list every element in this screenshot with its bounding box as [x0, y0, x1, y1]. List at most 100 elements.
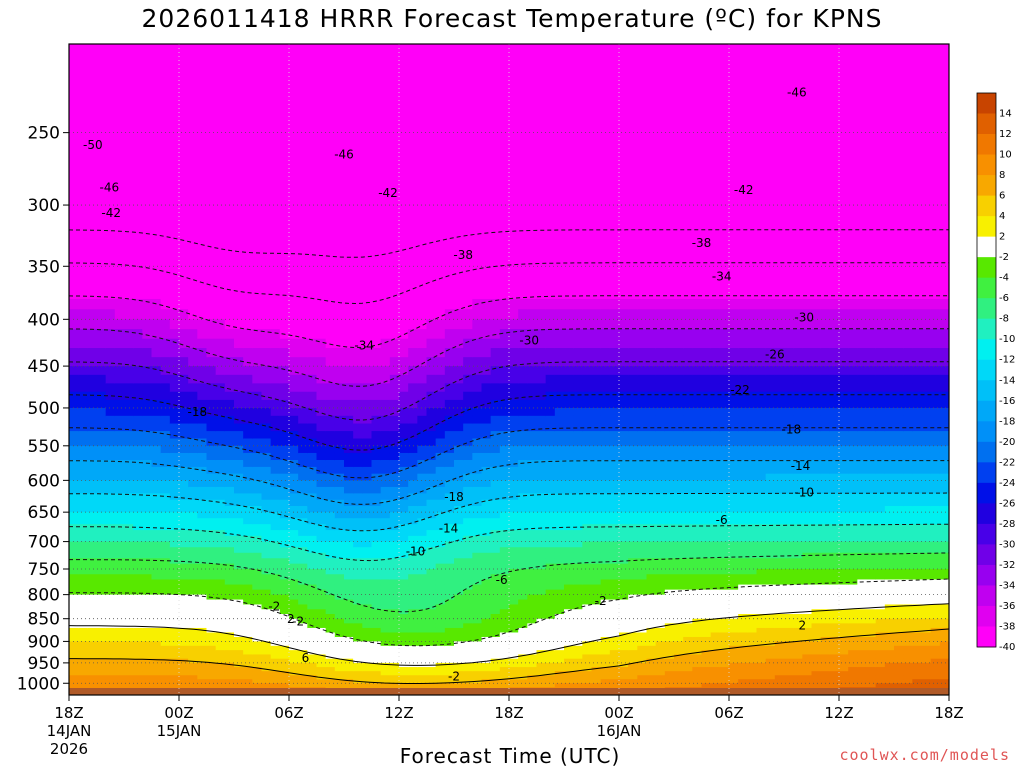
- field-cell: [481, 329, 492, 340]
- field-cell: [444, 506, 455, 513]
- field-cell: [261, 636, 272, 643]
- field-cell: [124, 357, 134, 367]
- field-cell: [224, 552, 235, 559]
- field-cell: [536, 658, 547, 664]
- field-cell: [87, 338, 98, 349]
- field-cell: [564, 535, 574, 543]
- field-cell: [124, 205, 134, 219]
- field-cell: [316, 298, 327, 310]
- field-cell: [151, 589, 162, 596]
- field-cell: [362, 309, 373, 320]
- field-cell: [105, 438, 116, 447]
- field-cell: [114, 671, 125, 676]
- field-cell: [188, 99, 198, 118]
- field-cell: [518, 366, 528, 376]
- field-cell: [133, 459, 143, 468]
- field-cell: [545, 493, 556, 501]
- field-cell: [114, 452, 125, 461]
- field-cell: [169, 512, 180, 519]
- field-cell: [609, 641, 620, 647]
- field-cell: [527, 552, 538, 559]
- field-cell: [234, 63, 244, 83]
- field-cell: [206, 599, 217, 606]
- field-cell: [591, 357, 602, 367]
- field-cell: [188, 445, 198, 454]
- field-cell: [279, 679, 290, 684]
- field-cell: [353, 524, 363, 531]
- field-cell: [289, 683, 299, 688]
- field-cell: [298, 438, 308, 447]
- field-cell: [307, 309, 318, 320]
- field-cell: [133, 266, 143, 279]
- field-cell: [279, 654, 290, 660]
- field-cell: [454, 547, 464, 554]
- field-cell: [573, 614, 583, 620]
- field-cell: [325, 383, 336, 393]
- field-cell: [188, 568, 198, 575]
- field-cell: [389, 391, 400, 401]
- field-cell: [215, 277, 226, 289]
- field-cell: [298, 277, 308, 289]
- field-cell: [408, 589, 418, 596]
- field-cell: [344, 242, 354, 256]
- field-cell: [591, 391, 602, 401]
- field-cell: [490, 486, 501, 494]
- field-cell: [124, 650, 134, 656]
- field-cell: [399, 679, 409, 684]
- field-cell: [389, 132, 400, 149]
- field-cell: [289, 374, 299, 384]
- field-cell: [270, 618, 281, 624]
- field-cell: [509, 609, 519, 615]
- field-cell: [160, 309, 171, 320]
- field-cell: [261, 357, 272, 367]
- field-cell: [426, 205, 437, 219]
- field-cell: [490, 473, 501, 481]
- field-cell: [206, 288, 217, 300]
- field-cell: [408, 679, 418, 684]
- field-cell: [124, 671, 134, 676]
- field-cell: [509, 309, 519, 320]
- field-cell: [105, 486, 116, 494]
- field-cell: [353, 407, 363, 417]
- field-cell: [169, 132, 180, 149]
- field-cell: [270, 230, 281, 244]
- field-cell: [362, 618, 373, 624]
- field-cell: [582, 579, 593, 586]
- field-cell: [188, 329, 198, 340]
- field-cell: [389, 552, 400, 559]
- field-cell: [316, 541, 327, 548]
- field-cell: [160, 391, 171, 401]
- field-cell: [591, 132, 602, 149]
- field-cell: [444, 473, 455, 481]
- field-cell: [252, 589, 263, 596]
- field-cell: [472, 641, 483, 647]
- field-cell: [279, 499, 290, 507]
- field-cell: [234, 254, 244, 267]
- field-cell: [224, 480, 235, 488]
- field-cell: [499, 662, 510, 668]
- field-cell: [564, 473, 574, 481]
- field-cell: [600, 645, 611, 651]
- field-cell: [609, 541, 620, 548]
- field-cell: [142, 81, 153, 101]
- field-cell: [380, 480, 391, 488]
- field-cell: [389, 667, 400, 672]
- field-cell: [160, 466, 171, 475]
- field-cell: [426, 466, 437, 475]
- field-cell: [252, 348, 263, 358]
- field-cell: [527, 445, 538, 454]
- field-cell: [564, 266, 574, 279]
- field-cell: [188, 366, 198, 376]
- field-cell: [527, 399, 538, 409]
- field-cell: [371, 348, 382, 358]
- field-cell: [472, 383, 483, 393]
- field-cell: [334, 623, 345, 629]
- field-cell: [426, 604, 437, 610]
- field-cell: [142, 277, 153, 289]
- field-cell: [224, 163, 235, 179]
- field-cell: [380, 636, 391, 643]
- field-cell: [133, 574, 143, 581]
- field-cell: [179, 563, 189, 570]
- field-cell: [298, 407, 308, 417]
- field-cell: [600, 524, 611, 531]
